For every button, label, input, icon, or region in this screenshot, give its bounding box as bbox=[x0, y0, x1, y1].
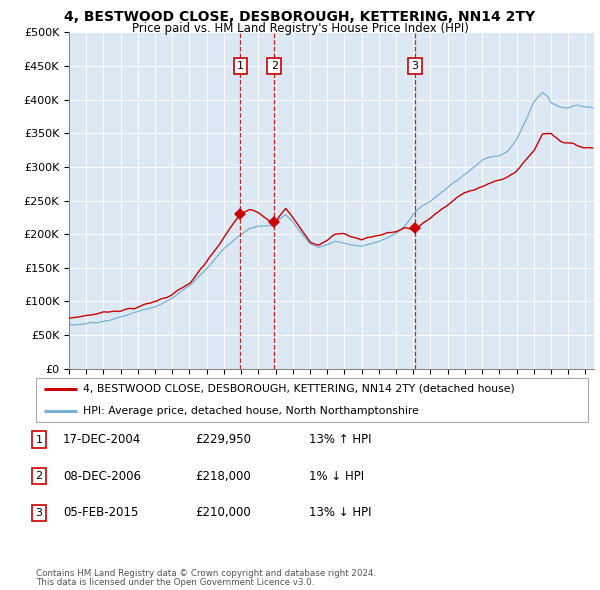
Text: 17-DEC-2004: 17-DEC-2004 bbox=[63, 433, 141, 446]
Text: Price paid vs. HM Land Registry's House Price Index (HPI): Price paid vs. HM Land Registry's House … bbox=[131, 22, 469, 35]
Text: 05-FEB-2015: 05-FEB-2015 bbox=[63, 506, 139, 519]
Text: £210,000: £210,000 bbox=[195, 506, 251, 519]
Text: 1: 1 bbox=[237, 61, 244, 71]
Text: Contains HM Land Registry data © Crown copyright and database right 2024.: Contains HM Land Registry data © Crown c… bbox=[36, 569, 376, 578]
Text: 1: 1 bbox=[35, 435, 43, 444]
Text: 3: 3 bbox=[412, 61, 418, 71]
Text: 4, BESTWOOD CLOSE, DESBOROUGH, KETTERING, NN14 2TY (detached house): 4, BESTWOOD CLOSE, DESBOROUGH, KETTERING… bbox=[83, 384, 515, 394]
Text: 3: 3 bbox=[35, 508, 43, 517]
Text: HPI: Average price, detached house, North Northamptonshire: HPI: Average price, detached house, Nort… bbox=[83, 406, 419, 416]
Text: 2: 2 bbox=[271, 61, 278, 71]
Text: 13% ↑ HPI: 13% ↑ HPI bbox=[309, 433, 371, 446]
FancyBboxPatch shape bbox=[36, 378, 588, 422]
Text: 2: 2 bbox=[35, 471, 43, 481]
Text: This data is licensed under the Open Government Licence v3.0.: This data is licensed under the Open Gov… bbox=[36, 578, 314, 587]
Text: £229,950: £229,950 bbox=[195, 433, 251, 446]
Text: 4, BESTWOOD CLOSE, DESBOROUGH, KETTERING, NN14 2TY: 4, BESTWOOD CLOSE, DESBOROUGH, KETTERING… bbox=[64, 10, 536, 24]
Text: 1% ↓ HPI: 1% ↓ HPI bbox=[309, 470, 364, 483]
Text: 13% ↓ HPI: 13% ↓ HPI bbox=[309, 506, 371, 519]
Text: 08-DEC-2006: 08-DEC-2006 bbox=[63, 470, 141, 483]
Text: £218,000: £218,000 bbox=[195, 470, 251, 483]
